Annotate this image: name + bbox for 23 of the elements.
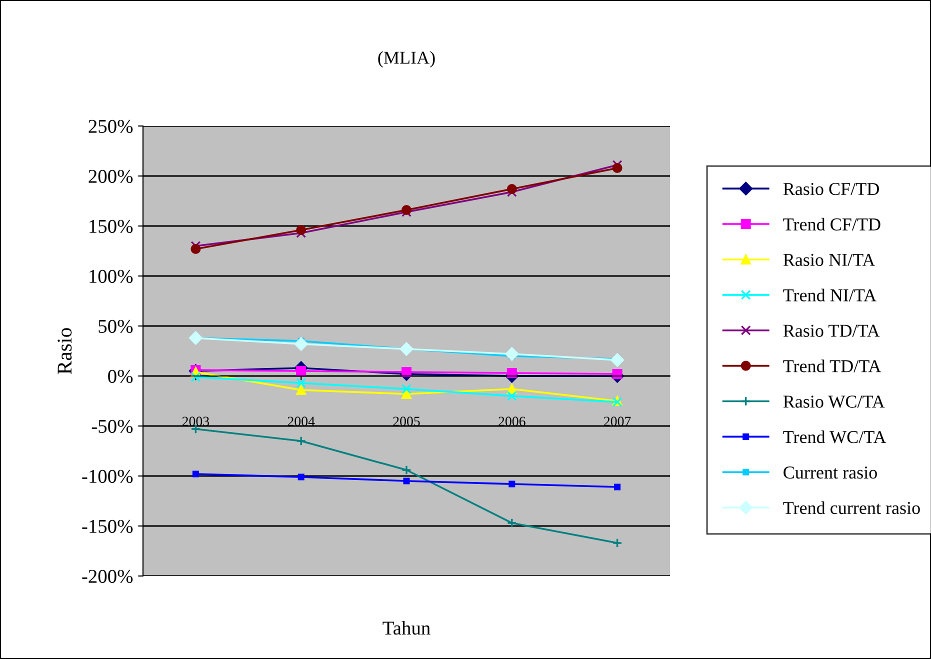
legend-label: Current rasio <box>784 466 877 479</box>
legend-label: Trend NI/TA <box>783 288 876 302</box>
legend-label: Rasio CF/TD <box>783 182 879 196</box>
y-tick-label: 200% <box>88 170 133 183</box>
y-tick-label: 100% <box>90 270 133 283</box>
legend-label: Rasio WC/TA <box>783 396 885 408</box>
y-tick-label: -50% <box>92 420 133 433</box>
legend-label: Rasio NI/TA <box>783 254 876 266</box>
y-tick-label: -100% <box>82 470 133 483</box>
y-tick-label: 150% <box>90 220 133 233</box>
y-tick-label: 0% <box>108 370 133 383</box>
y-tick-label: -200% <box>82 570 133 583</box>
y-axis-title: Rasio <box>58 328 72 374</box>
legend-label: Trend WC/TA <box>783 430 886 444</box>
legend-label: Rasio TD/TA <box>783 324 880 337</box>
y-tick-label: 50% <box>98 320 133 333</box>
legend-label: Trend current rasio <box>783 501 920 514</box>
y-tick-label: 250% <box>88 120 133 133</box>
legend-label: Trend TD/TA <box>783 360 882 372</box>
chart-title: (MLIA) <box>378 51 435 68</box>
y-tick-label: -150% <box>82 520 133 533</box>
x-axis-title: Tahun <box>382 621 430 635</box>
legend-label: Trend CF/TD <box>783 218 880 231</box>
